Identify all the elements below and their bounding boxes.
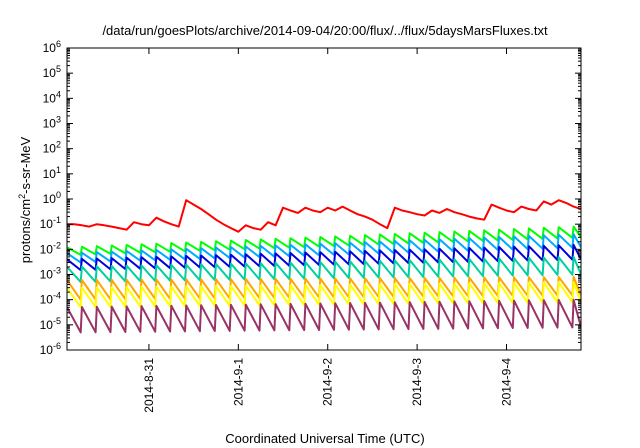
y-tick-label: 101 [43, 165, 61, 181]
plot-clip-group [67, 199, 581, 334]
y-tick-label: 10-6 [40, 341, 61, 357]
y-tick-label: 100 [43, 190, 61, 206]
y-tick-label-base: 10 [43, 41, 57, 55]
y-tick-label: 10-2 [40, 240, 61, 256]
y-tick-label-base: 10 [40, 217, 54, 231]
y-tick-label: 106 [43, 39, 61, 55]
y-axis-title: protons/cm2-s-sr-MeV [17, 136, 33, 263]
series-line-7 [67, 281, 581, 309]
series-layer [67, 199, 581, 334]
y-tick-label: 104 [43, 89, 61, 105]
y-tick-label-exponent: -4 [53, 291, 61, 301]
x-tick-label: 2014-8-31 [142, 358, 156, 413]
y-tick-label-base: 10 [40, 293, 54, 307]
y-axis-title-suffix: -s-sr-MeV [18, 136, 33, 193]
y-tick-label: 10-1 [40, 215, 61, 231]
plot-frame [66, 47, 582, 351]
y-tick-label: 10-3 [40, 266, 61, 282]
y-tick-label-exponent: 3 [56, 115, 61, 125]
y-tick-label-exponent: -6 [53, 341, 61, 351]
y-tick-label-exponent: 2 [56, 140, 61, 150]
y-tick-label-base: 10 [43, 117, 57, 131]
y-tick-label: 10-5 [40, 316, 61, 332]
y-tick-label-base: 10 [43, 167, 57, 181]
series-line-5 [67, 255, 581, 284]
y-tick-label: 103 [43, 115, 61, 131]
y-tick-label-base: 10 [40, 268, 54, 282]
y-tick-label-exponent: -3 [53, 266, 61, 276]
y-tick-label-base: 10 [40, 242, 54, 256]
y-axis-title-prefix: protons/cm [18, 199, 33, 263]
series-line-4 [67, 243, 581, 272]
x-axis-ticks: 2014-8-31 2014-9-1 2014-9-2 2014-9-3 2014-9-… [142, 48, 514, 413]
series-line-3 [67, 233, 581, 264]
x-tick-label: 2014-9-3 [410, 358, 424, 406]
y-tick-label-exponent: -2 [53, 240, 61, 250]
y-tick-label-exponent: 1 [56, 165, 61, 175]
y-tick-label-exponent: 5 [56, 64, 61, 74]
y-tick-label-exponent: 0 [56, 190, 61, 200]
y-tick-label-base: 10 [40, 318, 54, 332]
x-axis-title: Coordinated Universal Time (UTC) [225, 431, 424, 446]
series-line-2 [67, 225, 581, 256]
y-tick-label-exponent: -1 [53, 215, 61, 225]
series-line-8 [67, 298, 581, 334]
y-tick-label-exponent: -5 [53, 316, 61, 326]
y-tick-label-base: 10 [43, 142, 57, 156]
y-axis-title-superscript: 2 [17, 194, 27, 199]
y-tick-label-base: 10 [43, 192, 57, 206]
y-tick-label: 105 [43, 64, 61, 80]
y-tick-label-exponent: 4 [56, 89, 61, 99]
x-tick-label: 2014-9-2 [321, 358, 335, 406]
x-tick-label: 2014-9-4 [500, 358, 514, 406]
y-tick-label: 10-4 [40, 291, 61, 307]
chart-title: /data/run/goesPlots/archive/2014-09-04/2… [102, 23, 548, 38]
y-tick-label: 102 [43, 140, 61, 156]
y-tick-label-exponent: 6 [56, 39, 61, 49]
y-tick-label-base: 10 [43, 66, 57, 80]
y-tick-label-base: 10 [43, 91, 57, 105]
y-tick-label-base: 10 [40, 343, 54, 357]
series-line-1 [67, 199, 581, 233]
y-axis-ticks: 10-610-510-410-310-210-11001011021031041… [40, 39, 581, 357]
x-tick-label: 2014-9-1 [231, 358, 245, 406]
